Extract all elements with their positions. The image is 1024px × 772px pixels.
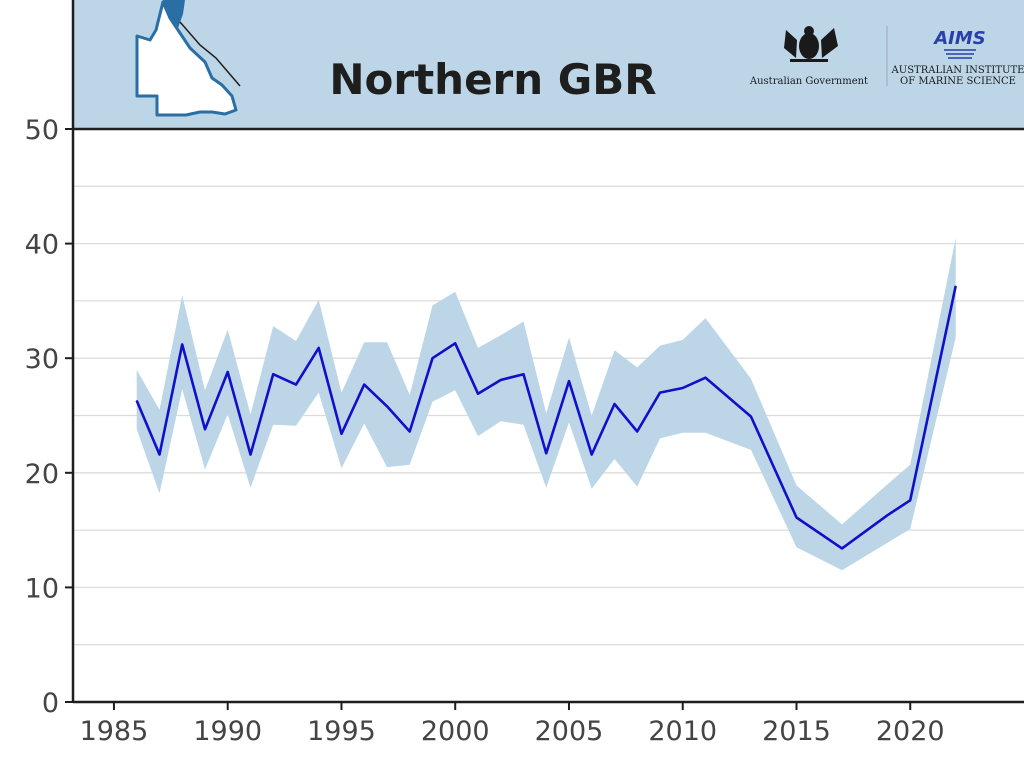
x-tick-label: 2010 [648, 716, 717, 747]
confidence-band-layer [136, 237, 956, 571]
y-tick-label: 30 [25, 344, 59, 375]
data-point [568, 380, 570, 382]
aims-logo: AIMS AUSTRALIAN INSTITUTE OF MARINE SCIE… [891, 28, 1024, 87]
queensland-map-shape [135, 0, 238, 117]
aims-label-line1: AUSTRALIAN INSTITUTE [891, 65, 1024, 76]
coat-of-arms-icon [784, 26, 838, 62]
data-point [432, 357, 433, 359]
australian-government-logo: Australian Government [749, 26, 868, 87]
data-point [523, 373, 524, 375]
data-point [409, 431, 411, 432]
data-point [636, 431, 638, 432]
data-point [591, 454, 593, 455]
y-tick-label: 20 [25, 459, 59, 490]
queensland-map-reef-outline [179, 21, 241, 87]
data-point [887, 514, 888, 516]
confidence-band [136, 237, 956, 571]
aims-wordmark: AIMS [932, 28, 986, 49]
data-point [545, 452, 547, 454]
x-tick-label: 2015 [762, 716, 831, 747]
x-tick-label: 2020 [876, 716, 945, 747]
data-point [955, 285, 957, 287]
australian-government-label: Australian Government [749, 76, 868, 87]
y-tick-label: 40 [25, 230, 59, 261]
series-line [135, 285, 957, 550]
aims-label-line2: OF MARINE SCIENCE [900, 76, 1016, 87]
data-point [363, 384, 365, 386]
data-point [204, 428, 206, 430]
data-point [614, 403, 615, 405]
y-tick-label: 0 [42, 688, 59, 719]
y-tick-label: 10 [25, 573, 59, 604]
data-point [227, 371, 229, 373]
chart-header: Northern GBR Australian Government AIMS [73, 0, 1024, 129]
data-point [750, 416, 752, 418]
tick-layer: 0 10 20 30 40 50 1985 1990 1995 2000 2005 2010 2015 2… [25, 115, 945, 747]
x-tick-label: 1995 [307, 716, 376, 747]
data-point [659, 392, 661, 394]
data-point [136, 400, 138, 402]
y-tick-label: 50 [25, 115, 59, 146]
data-point [181, 343, 183, 345]
chart-title: Northern GBR [329, 55, 656, 104]
aims-wave-icon [944, 49, 976, 59]
x-tick-label: 2005 [535, 716, 604, 747]
data-point [705, 377, 706, 379]
data-point [159, 454, 160, 455]
data-point [477, 393, 479, 395]
x-tick-label: 1990 [193, 716, 262, 747]
data-point [682, 387, 684, 389]
data-point [454, 342, 456, 344]
data-point [500, 379, 502, 381]
axes [71, 0, 1024, 704]
data-point [295, 384, 297, 386]
data-point [909, 499, 911, 501]
queensland-map-icon [135, 0, 241, 117]
queensland-map-reef-highlight [163, 0, 185, 28]
x-tick-label: 2000 [421, 716, 490, 747]
data-point [272, 373, 274, 375]
data-point [841, 547, 843, 549]
data-point [250, 454, 251, 455]
data-point [796, 517, 797, 518]
x-tick-label: 1985 [80, 716, 149, 747]
data-point [386, 405, 388, 407]
series-line-layer [135, 285, 957, 550]
data-point [318, 347, 320, 349]
data-point [341, 433, 342, 435]
